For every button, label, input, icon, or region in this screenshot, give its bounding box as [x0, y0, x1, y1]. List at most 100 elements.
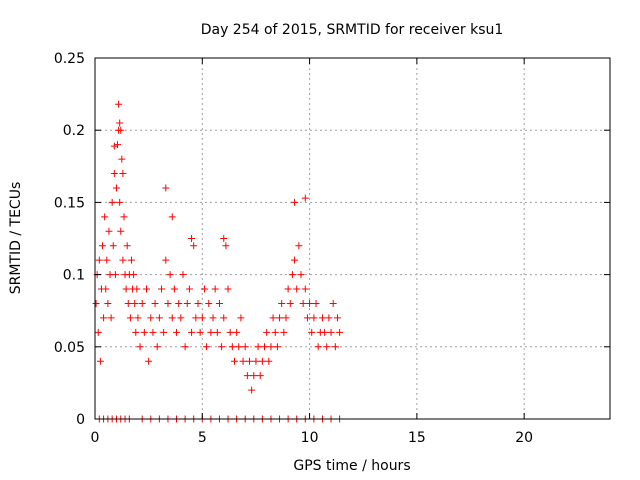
y-tick-label: 0.1 [63, 268, 85, 284]
data-point [194, 299, 202, 307]
data-point [282, 314, 290, 322]
data-point [138, 299, 146, 307]
x-axis-label: GPS time / hours [293, 458, 410, 474]
data-point [92, 299, 100, 307]
data-point [116, 119, 124, 127]
y-tick-label: 0.15 [54, 195, 85, 211]
data-point [261, 343, 269, 351]
data-point [269, 314, 277, 322]
data-point [116, 198, 124, 206]
data-point [246, 357, 253, 365]
data-point [250, 372, 258, 380]
data-point [295, 242, 303, 250]
chart-title: Day 254 of 2015, SRMTID for receiver ksu… [201, 22, 504, 38]
data-point [181, 343, 189, 351]
data-point [228, 343, 236, 351]
data-point [177, 314, 185, 322]
data-point [331, 343, 339, 351]
data-point [239, 357, 247, 365]
data-point [173, 328, 181, 336]
data-point [254, 343, 262, 351]
data-point [321, 328, 329, 336]
data-point [145, 357, 153, 365]
data-point [218, 343, 226, 351]
data-point [273, 343, 281, 351]
data-point [160, 328, 168, 336]
data-point [308, 328, 316, 336]
data-point [325, 314, 333, 322]
data-point [297, 271, 305, 279]
data-point [164, 299, 172, 307]
data-point [203, 343, 211, 351]
data-point [162, 256, 170, 264]
data-point [123, 242, 131, 250]
data-point [119, 256, 127, 264]
data-point [143, 285, 150, 293]
data-point [115, 100, 123, 108]
data-point [333, 314, 341, 322]
data-point [256, 372, 264, 380]
data-points [92, 100, 344, 423]
data-point [318, 314, 326, 322]
data-point [207, 328, 215, 336]
data-point [168, 213, 176, 221]
data-point [95, 256, 103, 264]
data-point [192, 314, 200, 322]
data-point [303, 314, 311, 322]
data-point [306, 299, 314, 307]
data-point [101, 213, 109, 221]
data-point [111, 271, 119, 279]
data-point [205, 299, 213, 307]
data-point [110, 142, 118, 150]
data-point [230, 357, 238, 365]
data-point [209, 314, 217, 322]
data-point [284, 285, 292, 293]
data-point [258, 357, 266, 365]
data-point [185, 285, 193, 293]
grid-lines [95, 58, 610, 419]
data-point [183, 299, 191, 307]
data-point [110, 170, 118, 178]
y-tick-label: 0.05 [54, 340, 85, 356]
data-point [198, 314, 206, 322]
data-point [271, 328, 279, 336]
axis-ticks: 0 0.05 0.1 0.15 0.2 0.25 0 5 10 15 20 [54, 51, 610, 446]
data-point [99, 242, 107, 250]
x-tick-label: 10 [301, 430, 319, 446]
y-axis-label: SRMTID / TECUs [8, 182, 24, 295]
data-point [140, 328, 148, 336]
data-point [168, 314, 176, 322]
data-point [179, 271, 187, 279]
data-point [301, 194, 309, 202]
data-point [211, 285, 219, 293]
x-tick-label: 0 [91, 430, 100, 446]
data-point [278, 299, 286, 307]
data-point [222, 242, 230, 250]
data-point [196, 328, 204, 336]
data-point [131, 299, 139, 307]
data-point [104, 299, 112, 307]
data-point [175, 299, 183, 307]
data-point [162, 184, 170, 192]
data-point [288, 271, 296, 279]
data-point [147, 314, 155, 322]
data-point [120, 213, 128, 221]
data-point [241, 343, 249, 351]
data-point [237, 314, 245, 322]
x-tick-label: 20 [515, 430, 533, 446]
data-point [117, 126, 125, 134]
data-point [233, 328, 241, 336]
data-point [280, 328, 288, 336]
data-point [224, 285, 232, 293]
data-point [248, 386, 256, 394]
data-point [117, 227, 125, 235]
data-point [133, 285, 141, 293]
data-point [327, 328, 335, 336]
x-tick-label: 15 [408, 430, 426, 446]
data-point [312, 299, 320, 307]
y-tick-label: 0 [76, 412, 85, 428]
data-point [136, 343, 144, 351]
y-tick-label: 0.25 [54, 51, 85, 67]
data-point [314, 343, 322, 351]
